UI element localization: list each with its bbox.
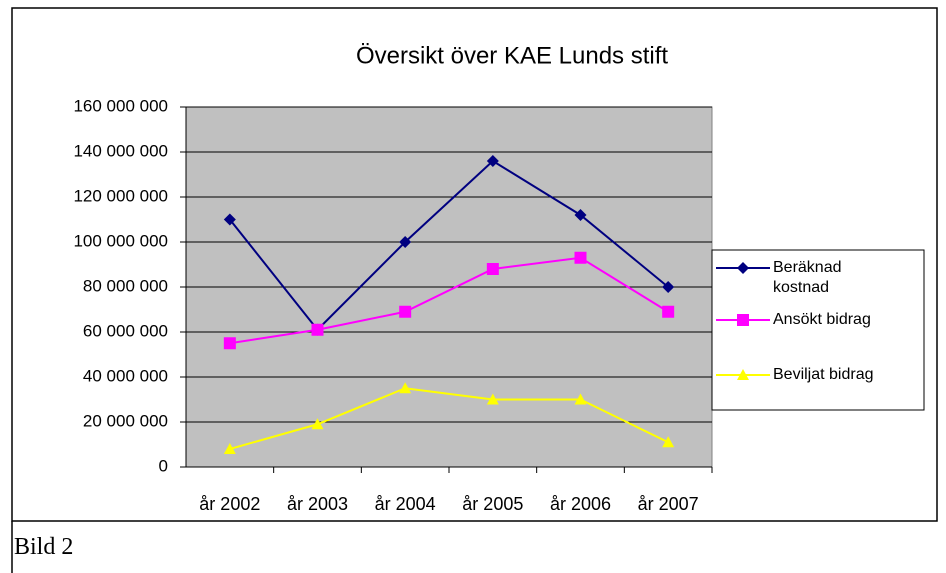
y-tick-label: 60 000 000 — [83, 321, 168, 340]
legend-label: Beviljat bidrag — [773, 366, 874, 383]
triangle-marker — [574, 393, 587, 405]
x-tick-label: år 2005 — [462, 494, 523, 514]
y-tick-label: 80 000 000 — [83, 276, 168, 295]
x-tick-label: år 2004 — [375, 494, 436, 514]
square-marker — [737, 314, 749, 326]
y-tick-label: 40 000 000 — [83, 366, 168, 385]
diamond-marker — [399, 236, 412, 248]
series-line — [229, 159, 669, 332]
y-tick-label: 120 000 000 — [73, 186, 168, 205]
triangle-marker — [486, 393, 499, 405]
square-marker — [223, 337, 236, 350]
y-tick-label: 0 — [159, 456, 168, 475]
x-tick-label: år 2003 — [287, 494, 348, 514]
square-marker — [574, 251, 587, 264]
diamond-marker — [486, 155, 499, 167]
y-tick-label: 160 000 000 — [73, 96, 168, 115]
square-marker — [662, 305, 675, 318]
y-tick-label: 100 000 000 — [73, 231, 168, 250]
diamond-marker — [737, 262, 749, 274]
chart-title: Översikt över KAE Lunds stift — [356, 42, 668, 69]
diamond-marker — [223, 213, 236, 226]
triangle-marker — [223, 443, 236, 454]
triangle-marker — [399, 382, 412, 394]
y-tick-label: 20 000 000 — [83, 411, 168, 430]
x-tick-label: år 2006 — [550, 494, 611, 514]
legend-label: Ansökt bidrag — [773, 311, 871, 328]
caption: Bild 2 — [14, 534, 74, 560]
series-line — [229, 256, 669, 345]
x-tick-label: år 2002 — [199, 494, 260, 514]
legend-label: Beräknad kostnad — [773, 259, 842, 296]
square-marker — [486, 263, 499, 275]
x-tick-label: år 2007 — [638, 494, 699, 514]
triangle-marker — [737, 369, 749, 380]
square-marker — [311, 323, 324, 336]
legend: Beräknad kostnad Ansökt bidrag Beviljat bi… — [712, 250, 924, 410]
triangle-marker — [662, 436, 675, 448]
y-tick-label: 140 000 000 — [73, 141, 168, 160]
series-line — [229, 387, 669, 450]
triangle-marker — [311, 418, 324, 430]
diamond-marker — [574, 209, 587, 221]
legend-frame — [711, 249, 925, 411]
square-marker — [399, 305, 412, 318]
diamond-marker — [662, 281, 675, 293]
